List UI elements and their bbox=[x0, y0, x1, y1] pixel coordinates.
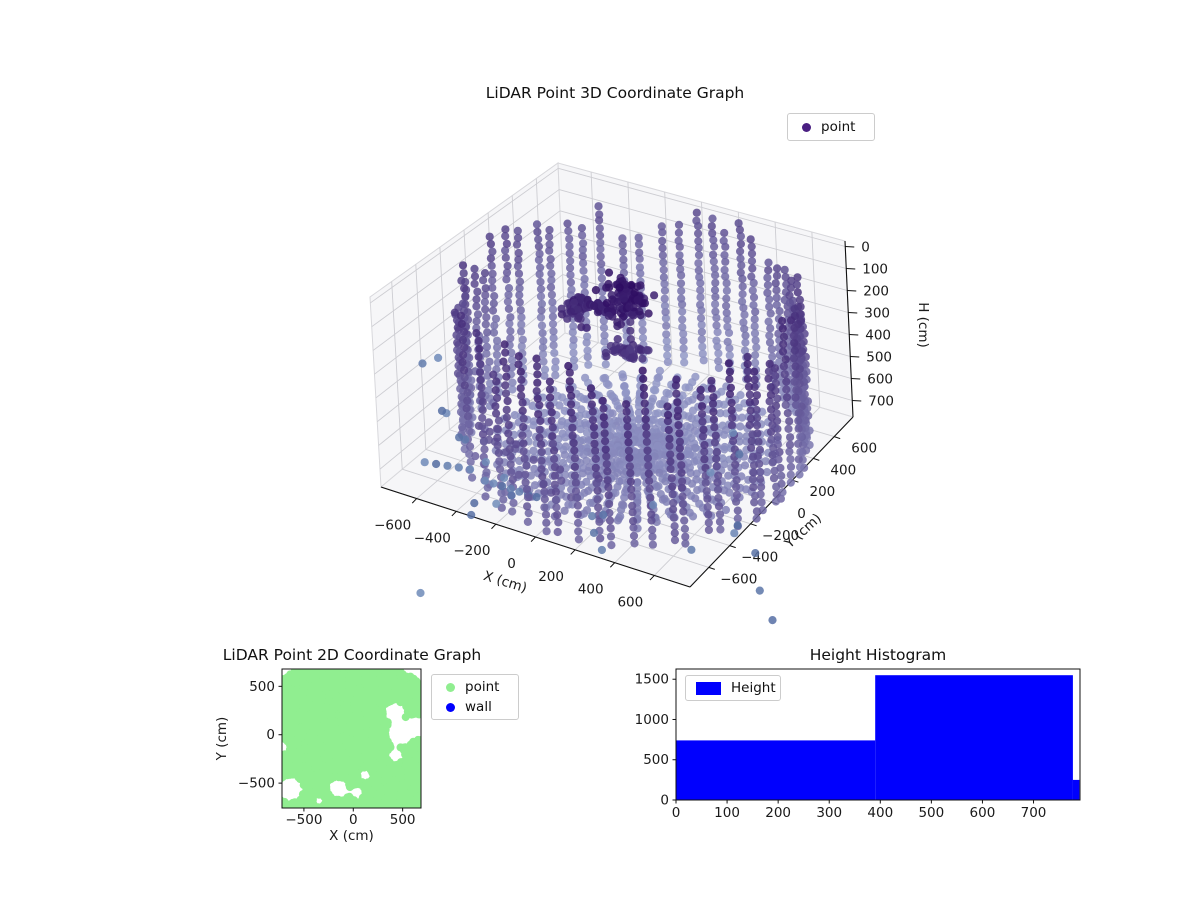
scatter2d-points bbox=[282, 669, 421, 808]
axes3d-panes bbox=[369, 162, 854, 588]
svg-text:600: 600 bbox=[851, 441, 877, 457]
axes3d-grid bbox=[370, 167, 853, 576]
svg-text:200: 200 bbox=[810, 484, 836, 500]
axes3d-ticks: −600−400−2000200400600−600−400−200020040… bbox=[374, 240, 894, 611]
svg-text:−200: −200 bbox=[762, 528, 799, 544]
legend-item-point: point bbox=[798, 117, 864, 137]
axes2d-frame bbox=[281, 668, 422, 809]
axes2d-labels: X (cm)Y (cm) bbox=[214, 717, 374, 844]
histogram-legend: Height bbox=[685, 675, 781, 701]
svg-text:500: 500 bbox=[866, 350, 892, 366]
svg-text:300: 300 bbox=[864, 306, 890, 322]
svg-text:0: 0 bbox=[861, 240, 870, 256]
svg-text:400: 400 bbox=[865, 328, 891, 344]
svg-text:0: 0 bbox=[797, 506, 806, 522]
svg-text:600: 600 bbox=[867, 372, 893, 388]
plot2d-legend: point wall bbox=[431, 674, 519, 720]
legend-label: point bbox=[465, 679, 500, 695]
plot3d-canvas: −600−400−2000200400600−600−400−200020040… bbox=[369, 162, 931, 625]
svg-text:H (cm): H (cm) bbox=[915, 302, 931, 348]
point-marker-icon bbox=[802, 122, 811, 132]
plot3d-title: LiDAR Point 3D Coordinate Graph bbox=[485, 84, 745, 102]
svg-text:400: 400 bbox=[578, 582, 604, 598]
svg-text:200: 200 bbox=[863, 284, 889, 300]
svg-text:−400: −400 bbox=[741, 550, 778, 566]
wall-marker-icon bbox=[446, 702, 455, 712]
svg-text:−600: −600 bbox=[374, 518, 411, 534]
axes3d-labels: X (cm) Y (cm) H (cm) bbox=[481, 302, 931, 596]
height-swatch-icon bbox=[696, 681, 721, 695]
legend-item-wall: wall bbox=[442, 697, 508, 717]
axes3d-spines bbox=[380, 240, 854, 588]
svg-text:400: 400 bbox=[830, 462, 856, 478]
svg-text:100: 100 bbox=[862, 262, 888, 278]
point-marker-icon bbox=[446, 682, 455, 692]
svg-text:−400: −400 bbox=[414, 530, 451, 546]
legend-item-height: Height bbox=[696, 678, 776, 698]
plot2d-title: LiDAR Point 2D Coordinate Graph bbox=[222, 646, 482, 664]
svg-text:X (cm): X (cm) bbox=[481, 568, 528, 596]
svg-text:700: 700 bbox=[868, 394, 894, 410]
svg-text:0: 0 bbox=[507, 556, 516, 572]
svg-text:Y (cm): Y (cm) bbox=[781, 510, 825, 552]
legend-label: Height bbox=[731, 680, 776, 696]
svg-text:600: 600 bbox=[617, 594, 643, 610]
svg-text:200: 200 bbox=[538, 569, 564, 585]
svg-text:−200: −200 bbox=[453, 543, 490, 559]
svg-text:−600: −600 bbox=[720, 571, 757, 587]
legend-item-point: point bbox=[442, 677, 508, 697]
point-cloud bbox=[416, 202, 814, 625]
plot3d-legend: point bbox=[787, 113, 875, 141]
legend-label: wall bbox=[465, 699, 492, 715]
histogram-title: Height Histogram bbox=[809, 646, 947, 664]
legend-label: point bbox=[821, 119, 856, 135]
